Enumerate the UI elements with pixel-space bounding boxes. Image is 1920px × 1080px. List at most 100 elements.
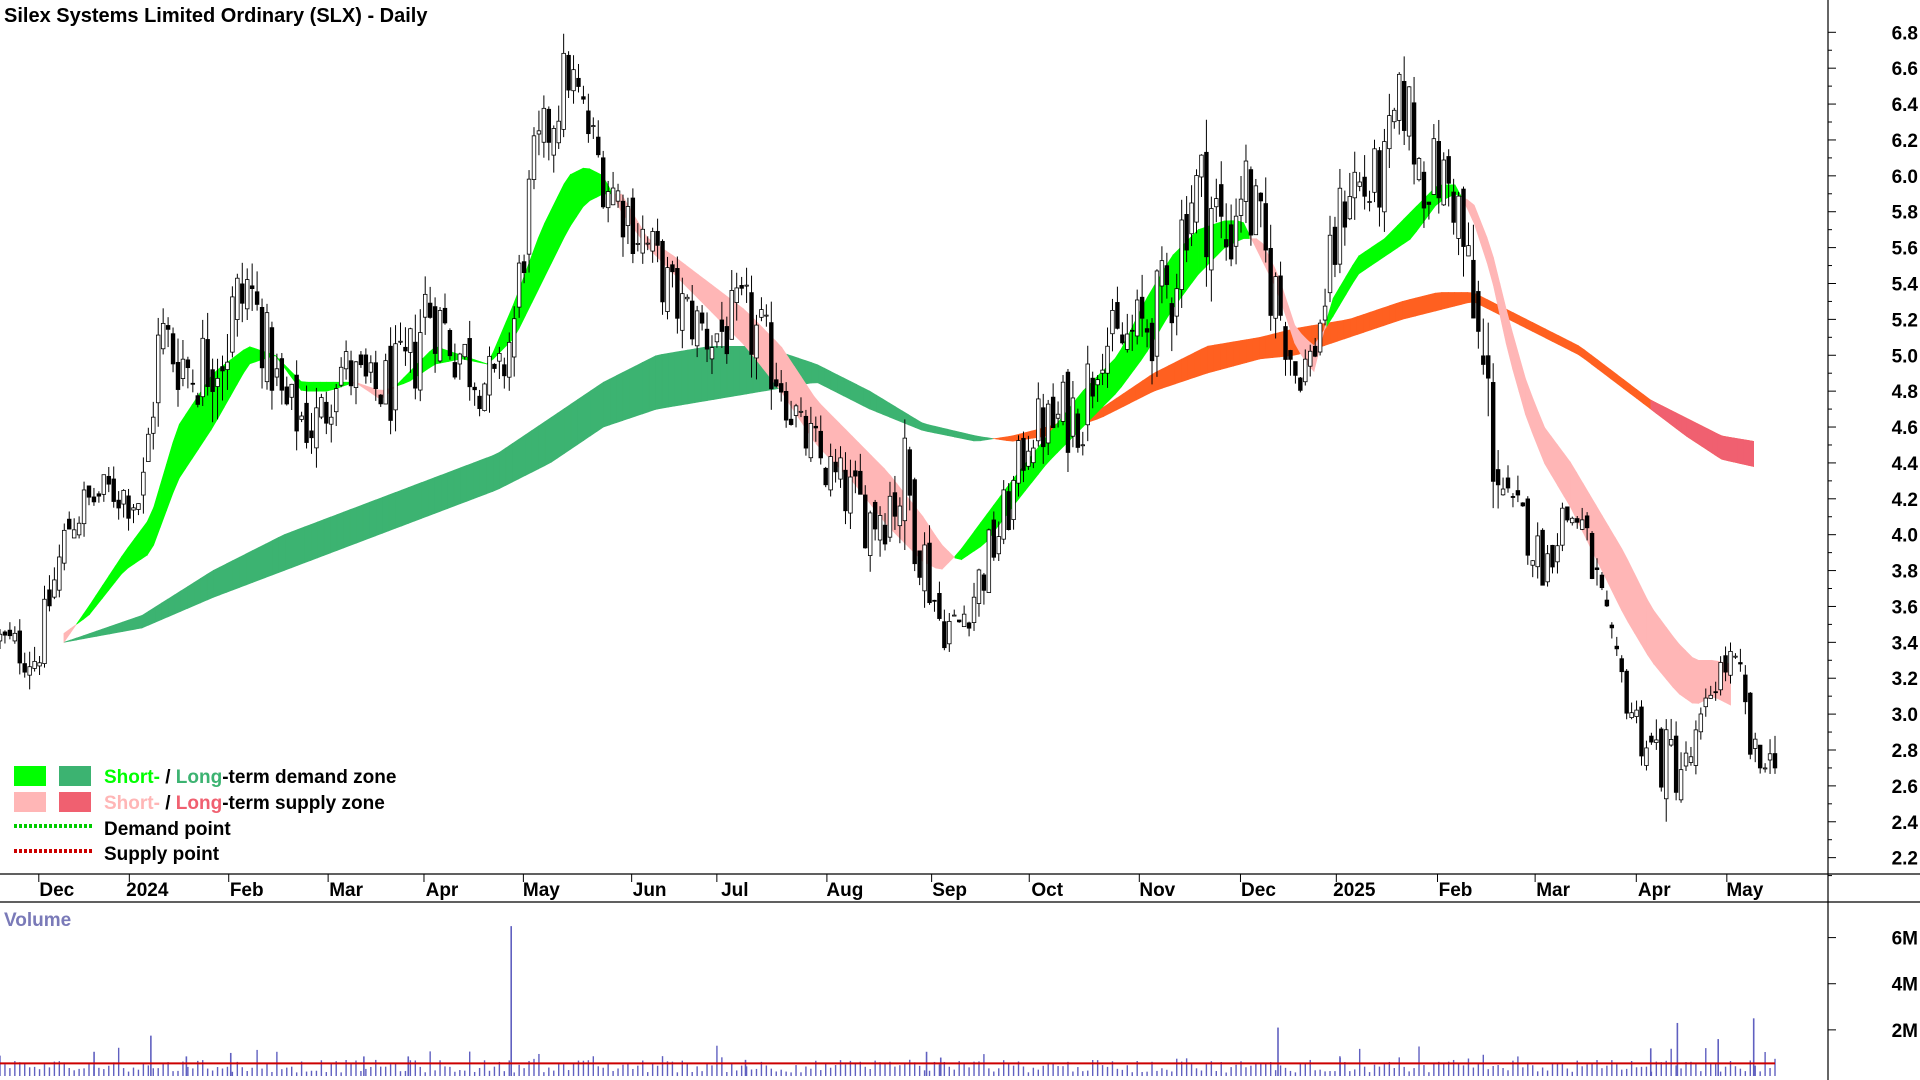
- short-term-zone-segment: [1614, 536, 1622, 611]
- long-term-zone-segment: [1005, 435, 1014, 442]
- candle-body: [1228, 224, 1234, 260]
- short-term-zone-segment: [358, 383, 366, 390]
- long-term-zone-segment: [297, 526, 305, 566]
- candle-body: [1021, 437, 1026, 471]
- candle-body: [694, 310, 700, 347]
- candle-body: [1500, 488, 1506, 496]
- candle-body: [1406, 86, 1412, 137]
- short-term-zone-segment: [973, 521, 981, 552]
- long-term-supply-fade: [1676, 412, 1682, 434]
- long-term-zone-segment: [323, 516, 331, 556]
- short-term-zone-segment: [1473, 205, 1481, 244]
- candle-body: [1693, 729, 1699, 766]
- candle-body: [1644, 747, 1649, 766]
- candle-body: [378, 394, 383, 405]
- candle-body: [1594, 567, 1600, 570]
- candle-body: [1342, 201, 1348, 228]
- long-term-zone-segment: [661, 352, 669, 409]
- legend-label-part: /: [160, 767, 176, 788]
- long-term-zone-segment: [1532, 322, 1540, 336]
- short-term-zone-segment: [89, 594, 97, 616]
- price-tick-label: 6.8: [1892, 23, 1918, 44]
- long-term-zone-segment: [154, 602, 162, 623]
- candle-body: [403, 346, 408, 352]
- long-term-supply-fade: [1707, 428, 1713, 454]
- long-term-supply-fade: [1686, 417, 1693, 441]
- candle-body: [393, 343, 398, 411]
- long-term-zone-segment: [1343, 318, 1352, 340]
- candle-body: [551, 128, 556, 156]
- candle-body: [482, 383, 487, 411]
- candle-body: [843, 469, 848, 512]
- short-term-zone-segment: [1538, 411, 1546, 464]
- long-term-zone-segment: [525, 429, 533, 476]
- long-term-zone-segment: [564, 403, 572, 454]
- short-term-zone-segment: [685, 264, 693, 294]
- candle-body: [1050, 396, 1056, 429]
- x-tick-label: May: [1726, 880, 1763, 901]
- candle-body: [106, 475, 111, 485]
- long-term-zone-segment: [1428, 292, 1436, 314]
- long-term-zone-segment: [538, 421, 546, 470]
- price-tick-label: 6.4: [1892, 95, 1919, 116]
- long-term-zone-segment: [1220, 342, 1228, 370]
- long-term-zone-segment: [219, 563, 227, 596]
- long-term-zone-segment: [382, 494, 390, 534]
- candle-body: [1055, 413, 1061, 419]
- candle-body: [1130, 329, 1135, 332]
- long-term-zone-segment: [655, 354, 663, 410]
- long-term-zone-segment: [70, 637, 78, 642]
- candle-body: [1520, 502, 1526, 507]
- candle-body: [1530, 560, 1535, 566]
- short-term-zone-segment: [1352, 254, 1360, 285]
- short-term-zone-segment: [1653, 609, 1661, 673]
- candle-body: [734, 287, 739, 303]
- candle-body: [294, 374, 299, 432]
- short-term-zone-segment: [1396, 218, 1404, 249]
- long-term-zone-segment: [408, 484, 416, 524]
- long-term-zone-segment: [1597, 359, 1605, 375]
- price-area: [0, 33, 1778, 822]
- candle-body: [1382, 141, 1387, 213]
- short-term-zone-segment: [1621, 548, 1629, 623]
- chart-title: Silex Systems Limited Ordinary (SLX) - D…: [4, 5, 428, 27]
- candle-body: [1243, 160, 1249, 202]
- candle-body: [788, 418, 794, 425]
- candle-body: [1164, 265, 1170, 285]
- long-term-zone-segment: [1564, 338, 1573, 352]
- long-term-zone-segment: [681, 349, 689, 406]
- long-term-zone-segment: [310, 521, 318, 561]
- candle-body: [1357, 181, 1362, 187]
- short-term-zone-segment: [980, 513, 988, 548]
- short-term-zone-segment: [1544, 426, 1552, 476]
- short-term-zone-segment: [1672, 635, 1680, 695]
- long-term-zone-segment: [1148, 371, 1157, 394]
- long-term-zone-segment: [369, 499, 377, 539]
- price-tick-label: 4.2: [1892, 490, 1918, 511]
- long-term-zone-segment: [1525, 318, 1534, 332]
- short-term-zone-segment: [134, 529, 142, 565]
- short-term-zone-segment: [1646, 598, 1654, 665]
- price-tick-label: 2.6: [1892, 777, 1918, 798]
- candle-body: [1436, 141, 1441, 199]
- candle-body: [660, 240, 665, 303]
- candle-body: [195, 395, 200, 405]
- candle-body: [1308, 350, 1313, 367]
- candle-body: [981, 574, 987, 591]
- legend-label-part: -term demand zone: [222, 767, 396, 788]
- candle-body: [719, 319, 725, 332]
- candle-body: [462, 343, 467, 358]
- short-term-zone-segment: [582, 167, 590, 208]
- short-term-zone-segment: [941, 544, 949, 570]
- long-term-zone-segment: [1486, 299, 1495, 313]
- short-term-zone-segment: [1627, 560, 1635, 634]
- candle-body: [754, 324, 759, 359]
- candle-body: [1772, 753, 1778, 769]
- candle-body: [408, 328, 413, 353]
- candle-body: [1144, 328, 1150, 333]
- candle-body: [1599, 574, 1605, 589]
- candle-body: [1016, 440, 1021, 484]
- candle-body: [1085, 363, 1090, 426]
- short-term-zone-segment: [1499, 283, 1507, 344]
- long-term-zone-segment: [1181, 355, 1189, 383]
